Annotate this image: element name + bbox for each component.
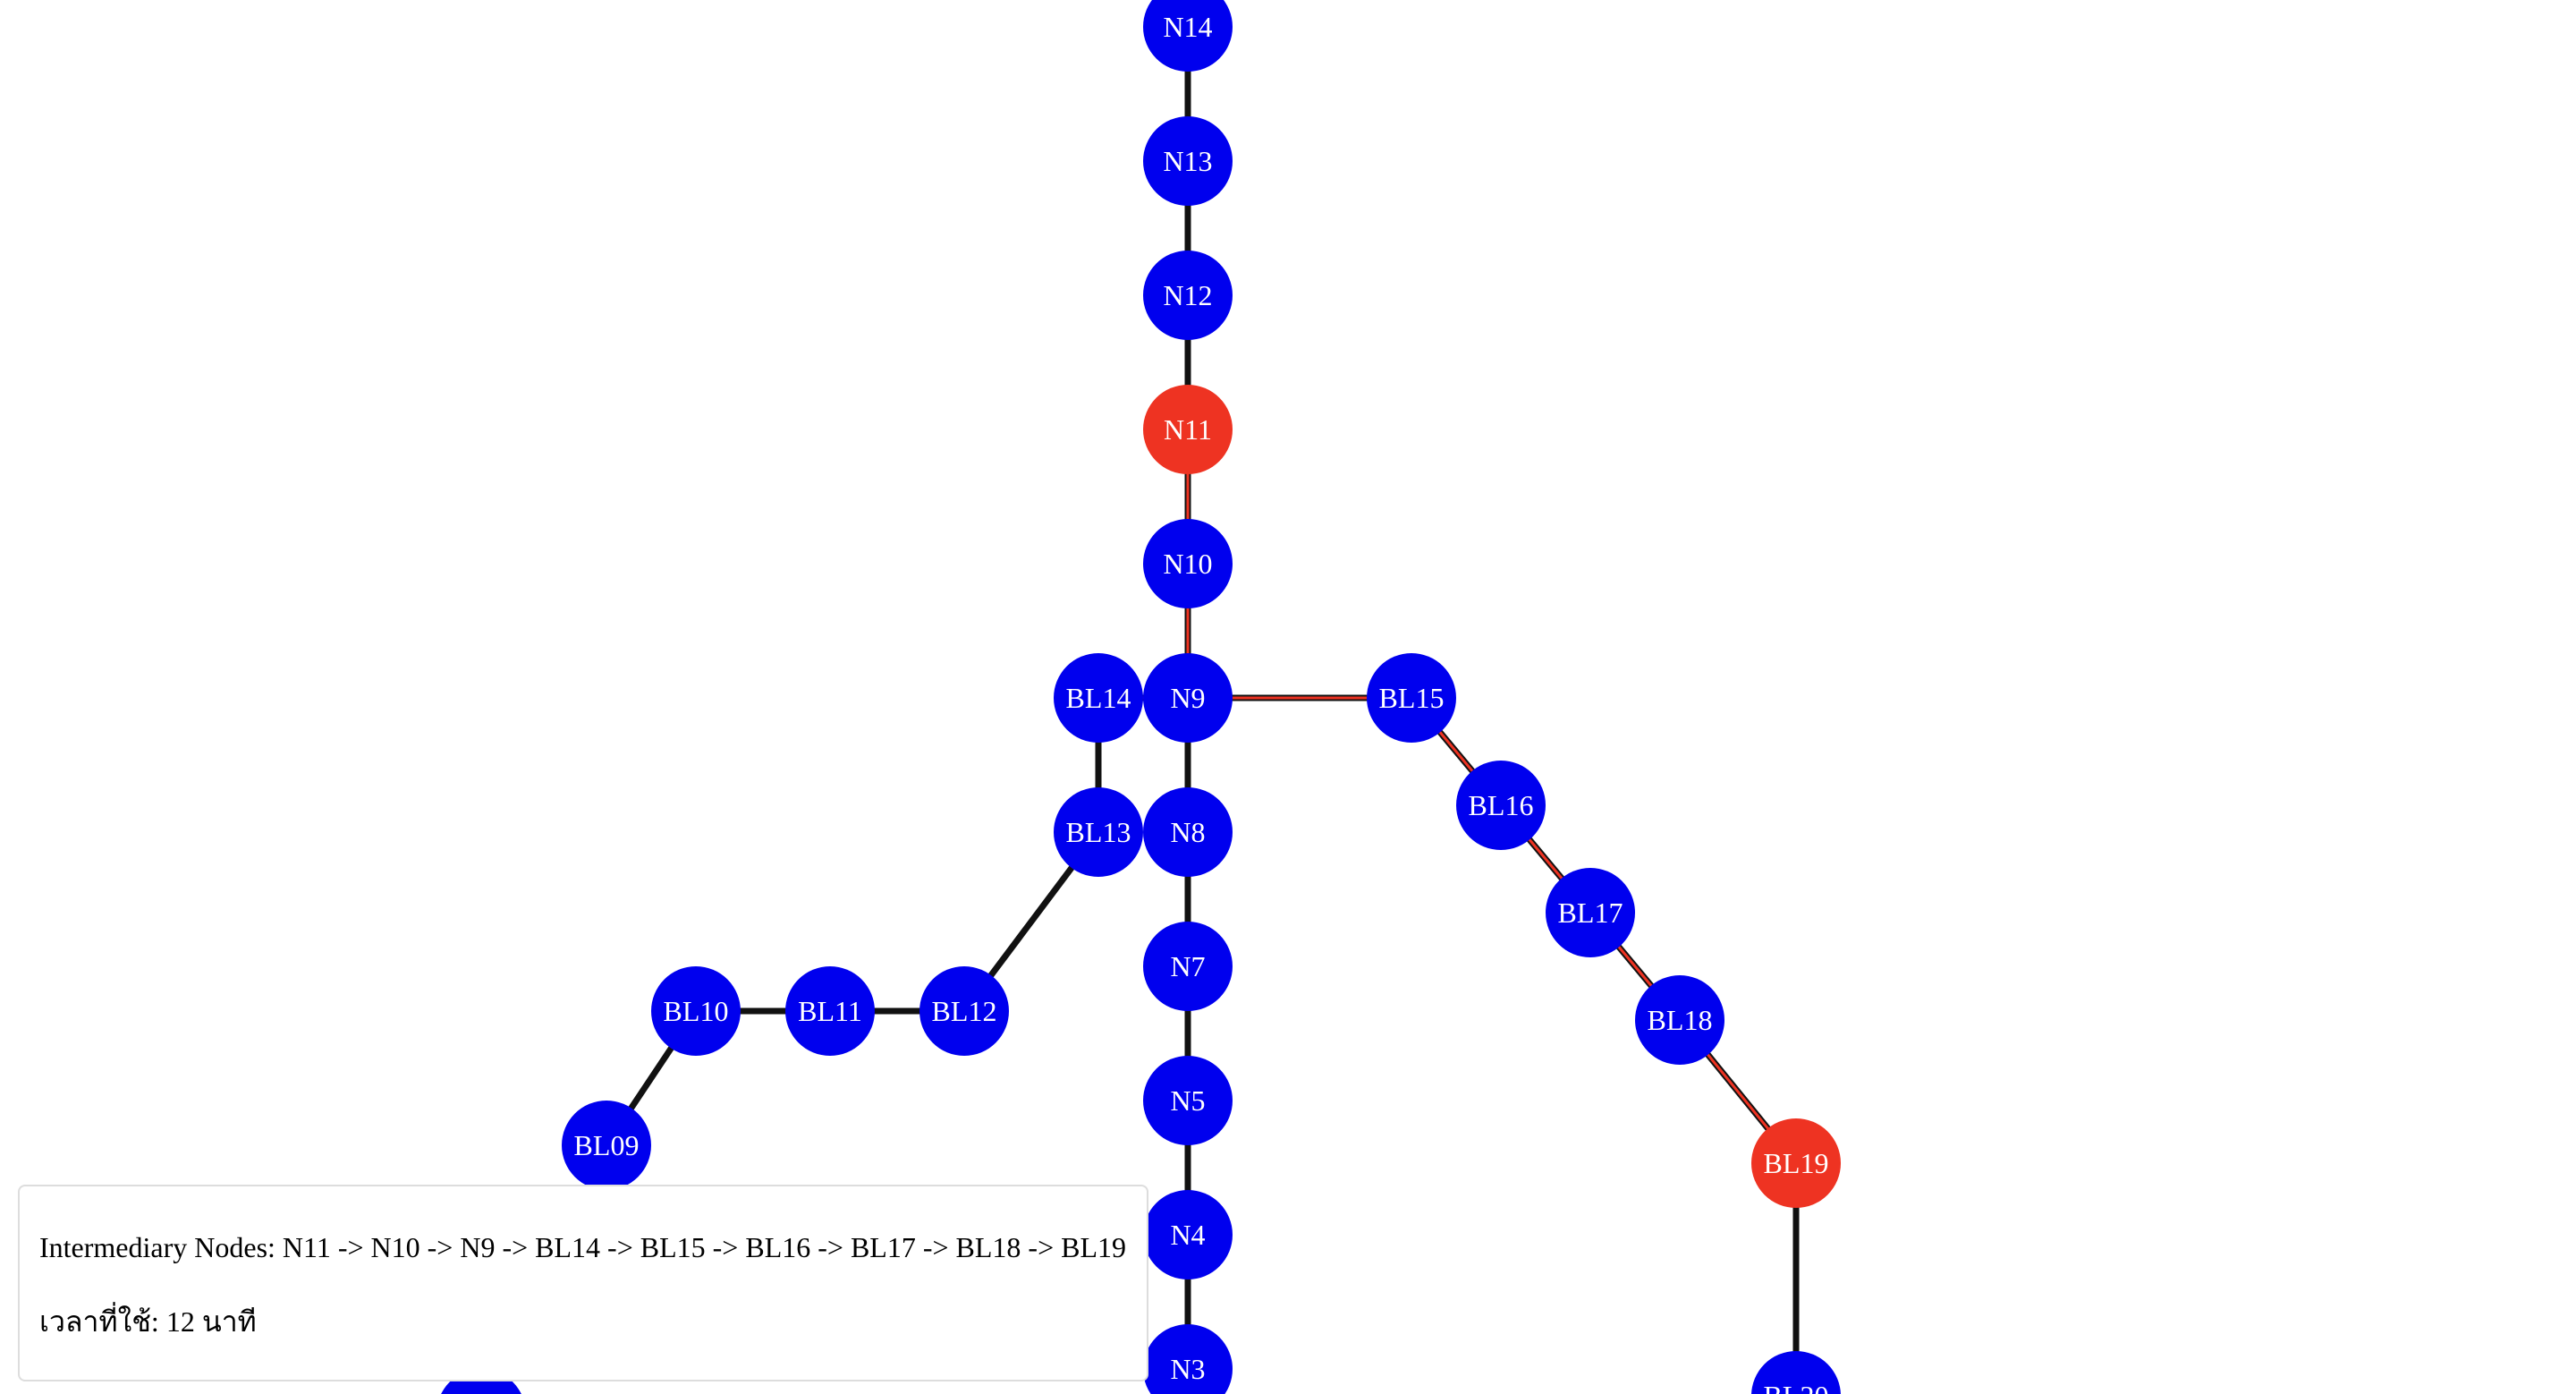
node-circle-bl17[interactable] [1546,868,1635,957]
node-bl13[interactable]: BL13 [1054,787,1143,877]
route-info-panel: Intermediary Nodes: N11 -> N10 -> N9 -> … [18,1185,1148,1381]
nodes-layer: N14 N13 N12 N11 N10 N9 N8 N7 N5 N4 N3 BL14 BL13 BL12 B… [441,0,1841,1394]
node-circle-bl13[interactable] [1054,787,1143,877]
node-bl17[interactable]: BL17 [1546,868,1635,957]
node-label-bl13: BL13 [1066,816,1131,848]
node-bl11[interactable]: BL11 [785,966,875,1056]
node-circle-bl12[interactable] [919,966,1009,1056]
node-label-bl09: BL09 [574,1129,640,1161]
node-bl20[interactable]: BL20 [1751,1351,1841,1394]
node-bl15[interactable]: BL15 [1367,653,1456,743]
node-n7[interactable]: N7 [1143,922,1233,1011]
node-n11[interactable]: N11 [1143,385,1233,474]
node-bl10[interactable]: BL10 [651,966,741,1056]
node-bl12[interactable]: BL12 [919,966,1009,1056]
node-label-n13: N13 [1163,145,1212,177]
node-label-n4: N4 [1170,1219,1205,1251]
node-circle-bl20[interactable] [1751,1351,1841,1394]
node-bl14[interactable]: BL14 [1054,653,1143,743]
node-label-n12: N12 [1163,279,1212,311]
node-circle-n12[interactable] [1143,251,1233,340]
node-label-n10: N10 [1163,548,1212,580]
node-label-n5: N5 [1170,1084,1205,1117]
node-circle-n7[interactable] [1143,922,1233,1011]
node-n9[interactable]: N9 [1143,653,1233,743]
node-n14[interactable]: N14 [1143,0,1233,72]
node-bl18[interactable]: BL18 [1635,975,1724,1065]
node-circle-n3[interactable] [1143,1324,1233,1394]
node-circle-n9[interactable] [1143,653,1233,743]
node-label-bl11: BL11 [798,995,862,1027]
node-bl19[interactable]: BL19 [1751,1118,1841,1208]
node-circle-bl19[interactable] [1751,1118,1841,1208]
node-label-n9: N9 [1170,682,1205,714]
node-n10[interactable]: N10 [1143,519,1233,608]
node-label-bl16: BL16 [1469,789,1534,821]
node-n3[interactable]: N3 [1143,1324,1233,1394]
node-label-bl10: BL10 [664,995,729,1027]
node-label-n3: N3 [1170,1353,1205,1385]
node-circle-bl16[interactable] [1456,761,1546,850]
node-label-n7: N7 [1170,950,1205,982]
node-label-bl20: BL20 [1764,1380,1829,1394]
node-circle-bl09[interactable] [562,1101,651,1190]
node-bl09[interactable]: BL09 [562,1101,651,1190]
node-label-bl12: BL12 [932,995,997,1027]
node-n12[interactable]: N12 [1143,251,1233,340]
node-label-n8: N8 [1170,816,1205,848]
node-n5[interactable]: N5 [1143,1056,1233,1145]
node-circle-n8[interactable] [1143,787,1233,877]
node-bl16[interactable]: BL16 [1456,761,1546,850]
node-label-bl14: BL14 [1066,682,1131,714]
node-circle-n4[interactable] [1143,1190,1233,1279]
node-circle-bl14[interactable] [1054,653,1143,743]
node-circle-n14[interactable] [1143,0,1233,72]
node-label-bl18: BL18 [1648,1004,1713,1036]
node-n13[interactable]: N13 [1143,116,1233,206]
node-circle-bl10[interactable] [651,966,741,1056]
node-circle-bl15[interactable] [1367,653,1456,743]
node-circle-n5[interactable] [1143,1056,1233,1145]
node-n4[interactable]: N4 [1143,1190,1233,1279]
node-label-bl19: BL19 [1764,1147,1829,1179]
node-label-n14: N14 [1163,11,1212,43]
node-circle-n13[interactable] [1143,116,1233,206]
node-circle-bl18[interactable] [1635,975,1724,1065]
node-circle-n11[interactable] [1143,385,1233,474]
node-circle-bl11[interactable] [785,966,875,1056]
node-label-bl15: BL15 [1379,682,1445,714]
node-label-n11: N11 [1164,413,1212,446]
travel-time-text: เวลาที่ใช้: 12 นาที [39,1305,257,1338]
node-label-bl17: BL17 [1558,897,1623,929]
node-n8[interactable]: N8 [1143,787,1233,877]
intermediary-nodes-text: Intermediary Nodes: N11 -> N10 -> N9 -> … [39,1231,1127,1263]
node-circle-n10[interactable] [1143,519,1233,608]
